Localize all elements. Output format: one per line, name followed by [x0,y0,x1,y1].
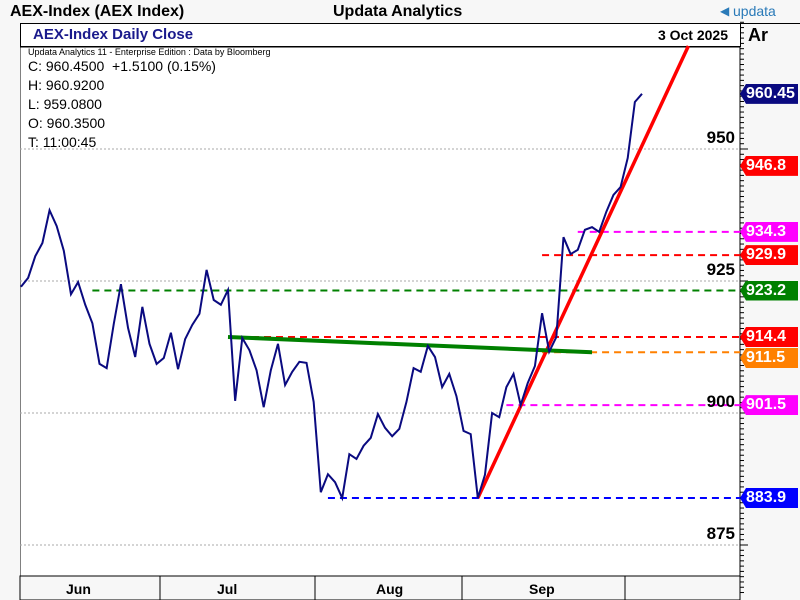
chart-date: 3 Oct 2025 [657,27,728,43]
price-tag: 929.9 [740,245,798,266]
price-tag: 883.9 [740,488,798,508]
source-text: Updata Analytics 11 - Enterprise Edition… [28,47,271,57]
chart-title: AEX-Index Daily Close [33,26,194,43]
price-tag: 911.5 [740,347,798,368]
y-tick-label: 925 [706,260,735,279]
price-tag: 946.8 [740,155,798,176]
y-tick-label: 875 [706,524,735,543]
ohlc-info: Updata Analytics 11 - Enterprise Edition… [28,47,270,152]
left-margin [0,23,20,600]
time-value: T: 11:00:45 [28,134,97,150]
month-axis [19,575,741,600]
price-tag: 923.2 [740,280,798,301]
updata-arrow-icon: ◀ [720,4,730,18]
support-trendline [476,45,690,499]
month-label: Aug [376,581,404,597]
price-line [20,93,643,502]
chart-header: AEX-Index Daily Close 3 Oct 2025 [20,24,741,47]
y-tick-label: 950 [706,128,735,147]
app-title: Updata Analytics [333,3,463,20]
low-value: L: 959.0800 [28,96,102,112]
close-value: C: 960.4500 +1.5100 (0.15%) [28,58,216,74]
y-tick-label: 900 [706,392,735,411]
resistance-trendline [227,334,593,355]
month-label: Sep [529,581,555,597]
window-title: AEX-Index (AEX Index) [10,3,185,20]
price-tag: 934.3 [740,221,798,242]
high-value: H: 960.9200 [28,77,105,93]
axis-label: Ar [748,25,769,45]
price-tag: 901.5 [740,395,798,416]
title-bar [0,0,800,24]
plot-area [19,46,741,577]
price-tag: 914.4 [740,326,798,347]
updata-logo: updata [733,3,776,19]
price-tag: 960.45 [740,83,798,104]
open-value: O: 960.3500 [28,115,106,131]
month-label: Jun [66,581,91,597]
month-label: Jul [217,581,238,597]
